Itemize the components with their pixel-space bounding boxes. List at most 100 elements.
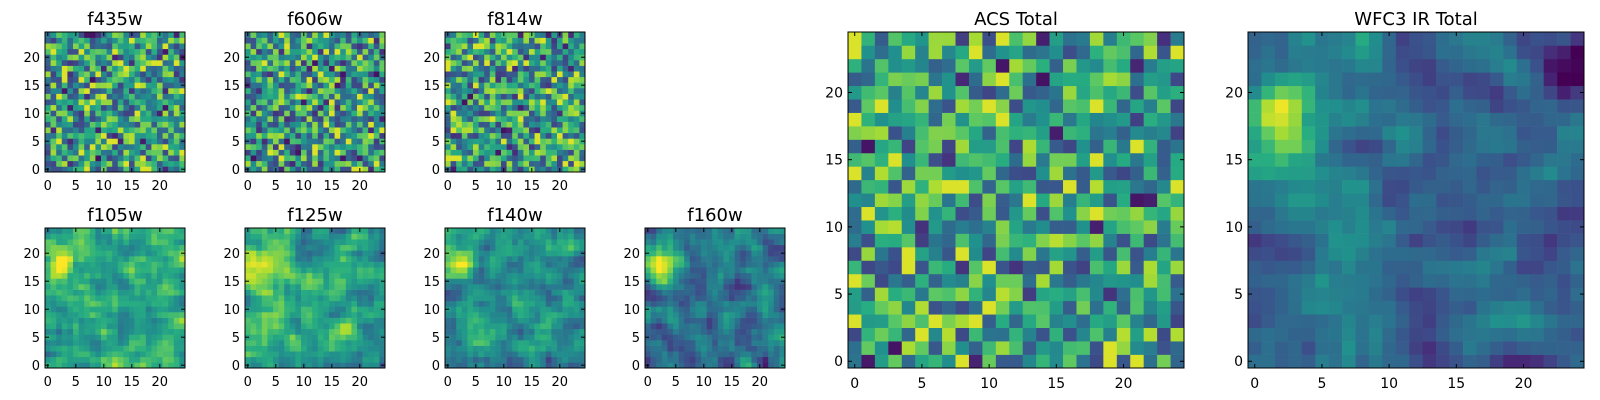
heatmap-cell <box>84 99 91 106</box>
x-tick-label: 5 <box>72 179 80 194</box>
heatmap-cell <box>245 149 251 156</box>
heatmap-cell <box>317 54 324 61</box>
heatmap-cell <box>284 345 291 352</box>
heatmap-cell <box>151 250 158 257</box>
heatmap-cell <box>301 48 307 55</box>
heatmap-cell <box>545 244 552 251</box>
heatmap-cell <box>745 345 752 352</box>
heatmap-cell <box>729 312 735 318</box>
heatmap-cell <box>50 267 57 274</box>
heatmap-cell <box>306 261 313 268</box>
heatmap-cell <box>478 166 485 173</box>
heatmap-cell <box>579 65 586 72</box>
heatmap-cell <box>179 127 186 134</box>
heatmap-cell <box>284 99 291 106</box>
heatmap-cell <box>506 116 513 122</box>
heatmap-cell <box>745 340 752 346</box>
heatmap-cell <box>45 76 51 83</box>
heatmap-cell <box>512 127 519 134</box>
heatmap-cell <box>140 233 147 240</box>
heatmap-cell <box>1036 152 1050 167</box>
heatmap-cell <box>373 334 380 341</box>
heatmap-cell <box>723 351 730 358</box>
heatmap-cell <box>106 127 113 134</box>
heatmap-cell <box>134 160 141 167</box>
heatmap-cell <box>368 284 375 290</box>
heatmap-cell <box>717 295 724 302</box>
heatmap-cell <box>73 300 79 307</box>
heatmap-cell <box>456 160 463 167</box>
heatmap-cell <box>357 65 363 72</box>
heatmap-cell <box>1022 220 1037 234</box>
heatmap-cell <box>50 155 57 162</box>
heatmap-cell <box>1103 220 1118 234</box>
heatmap-cell <box>256 289 263 296</box>
heatmap-cell <box>373 244 380 251</box>
heatmap-cell <box>673 250 679 257</box>
heatmap-cell <box>50 272 57 279</box>
heatmap-cell <box>773 334 780 341</box>
axes-frame <box>444 227 586 369</box>
heatmap-cell <box>61 289 68 296</box>
heatmap-cell <box>579 267 586 274</box>
heatmap-cell <box>157 317 163 324</box>
heatmap-cell <box>874 247 889 261</box>
heatmap-cell <box>523 71 530 78</box>
heatmap-cell <box>173 132 180 139</box>
heatmap-cell <box>1063 233 1077 248</box>
heatmap-cell <box>467 267 474 274</box>
heatmap-cell <box>512 160 519 167</box>
heatmap-cell <box>306 289 313 296</box>
heatmap-cell <box>168 48 175 55</box>
heatmap-cell <box>478 300 485 307</box>
heatmap-cell <box>557 345 563 352</box>
heatmap-cell <box>461 121 468 128</box>
heatmap-cell <box>684 345 691 352</box>
heatmap-cell <box>478 132 485 139</box>
heatmap-cell <box>278 250 285 257</box>
heatmap-cell <box>312 60 319 66</box>
heatmap-cell <box>557 65 563 72</box>
heatmap-cell <box>295 272 302 279</box>
heatmap-cell <box>1076 247 1091 261</box>
heatmap-cell <box>61 160 68 167</box>
heatmap-cell <box>540 323 547 330</box>
heatmap-cell <box>661 256 668 262</box>
heatmap-cell <box>689 295 696 302</box>
heatmap-cell <box>267 362 274 369</box>
heatmap-cell <box>61 284 68 290</box>
heatmap-cell <box>678 317 685 324</box>
heatmap-cell <box>267 116 274 122</box>
heatmap-cell <box>456 110 463 117</box>
heatmap-cell <box>579 317 586 324</box>
heatmap-cell <box>461 261 468 268</box>
heatmap-cell <box>529 76 535 83</box>
heatmap-cell <box>523 132 530 139</box>
heatmap-cell <box>573 267 580 274</box>
heatmap-cell <box>295 60 302 66</box>
heatmap-cell <box>173 239 180 246</box>
heatmap-cell <box>84 132 91 139</box>
heatmap-cell <box>478 88 485 94</box>
heatmap-cell <box>456 149 463 156</box>
heatmap-cell <box>278 295 285 302</box>
heatmap-cell <box>73 71 79 78</box>
heatmap-cell <box>557 99 563 106</box>
heatmap-cell <box>78 228 85 234</box>
heatmap-cell <box>256 345 263 352</box>
heatmap-cell <box>317 65 324 72</box>
heatmap-cell <box>173 104 180 111</box>
heatmap-cell <box>256 104 263 111</box>
heatmap-cell <box>995 273 1010 288</box>
heatmap-cell <box>256 228 263 234</box>
heatmap-cell <box>573 37 580 44</box>
heatmap-cell <box>140 71 147 78</box>
heatmap-cell <box>295 110 302 117</box>
heatmap-cell <box>250 362 257 369</box>
heatmap-cell <box>89 261 96 268</box>
heatmap-cell <box>295 233 302 240</box>
heatmap-cell <box>95 121 102 128</box>
heatmap-cell <box>284 272 291 279</box>
heatmap-cell <box>168 76 175 83</box>
heatmap-cell <box>757 267 763 274</box>
